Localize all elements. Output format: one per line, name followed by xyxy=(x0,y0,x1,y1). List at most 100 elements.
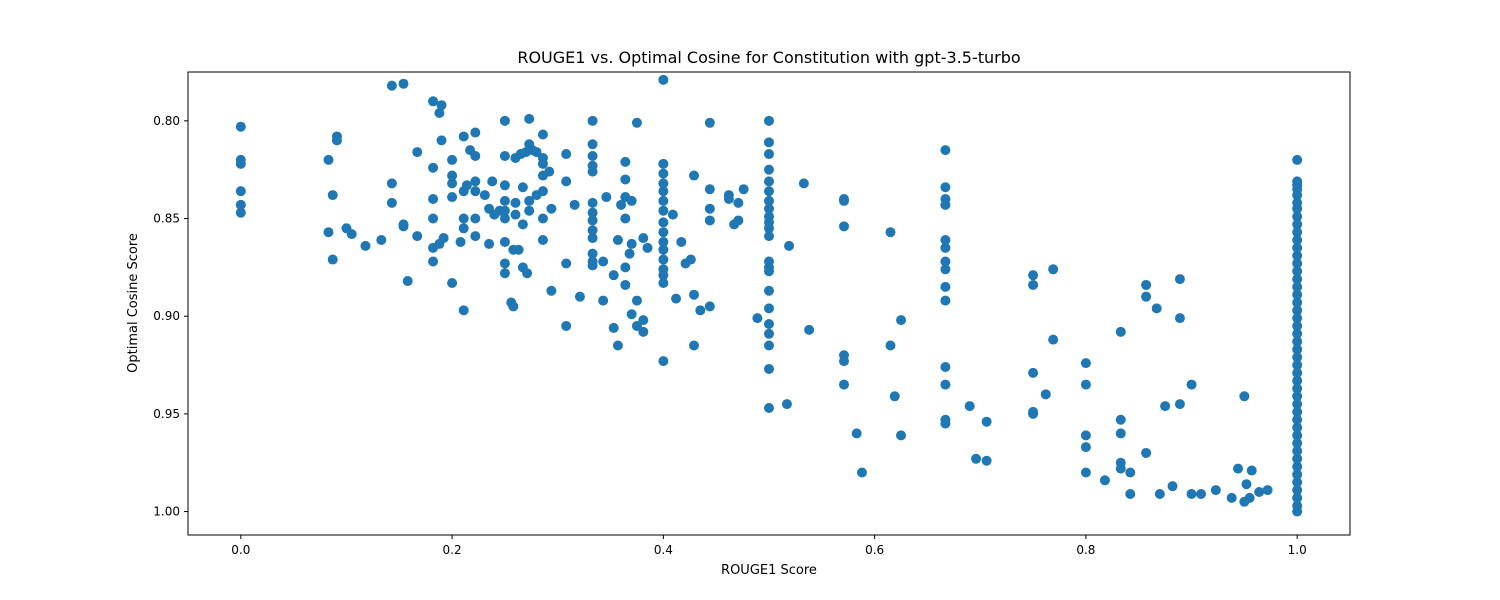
data-point xyxy=(658,356,669,367)
data-point xyxy=(764,328,774,339)
data-point xyxy=(470,127,481,138)
data-point xyxy=(574,291,585,302)
data-point xyxy=(1292,422,1303,433)
data-point xyxy=(839,195,850,206)
data-point xyxy=(658,195,669,206)
data-point xyxy=(1292,336,1303,347)
data-point xyxy=(608,322,619,333)
data-point xyxy=(940,199,951,210)
data-point xyxy=(1292,250,1303,261)
data-point xyxy=(428,256,439,267)
data-point xyxy=(1292,445,1303,456)
data-point xyxy=(626,238,637,249)
data-point xyxy=(764,303,774,314)
y-tick-label: 1.00 xyxy=(153,505,180,519)
data-point xyxy=(658,236,669,247)
data-point xyxy=(620,279,631,290)
data-point xyxy=(436,100,447,111)
data-point xyxy=(447,192,458,203)
data-point xyxy=(1115,463,1126,474)
data-point xyxy=(499,268,510,279)
data-point xyxy=(235,121,246,132)
data-point xyxy=(971,453,982,464)
data-point xyxy=(612,340,623,351)
data-point xyxy=(704,215,715,226)
data-point xyxy=(484,238,495,249)
data-point xyxy=(587,248,598,259)
data-point xyxy=(1210,485,1221,496)
data-point xyxy=(1292,399,1303,410)
data-point xyxy=(940,264,951,275)
data-point xyxy=(537,235,548,246)
data-point xyxy=(688,340,699,351)
data-point xyxy=(1292,375,1303,386)
data-point xyxy=(587,233,598,244)
data-point xyxy=(940,418,951,429)
data-point xyxy=(733,197,744,208)
data-point xyxy=(537,213,548,224)
data-point xyxy=(412,231,423,242)
data-point xyxy=(499,115,510,126)
data-point xyxy=(688,289,699,300)
data-point xyxy=(461,180,472,191)
data-point xyxy=(331,135,342,146)
data-point xyxy=(626,309,637,320)
data-point xyxy=(723,193,734,204)
data-point xyxy=(626,195,637,206)
data-point xyxy=(587,115,598,126)
data-point xyxy=(1254,487,1265,498)
data-point xyxy=(1028,367,1039,378)
data-point xyxy=(235,186,246,197)
data-point xyxy=(598,256,609,267)
y-tick-label: 0.85 xyxy=(153,212,180,226)
data-point xyxy=(235,158,246,169)
data-point xyxy=(658,244,669,255)
data-point xyxy=(1292,367,1303,378)
data-point xyxy=(428,213,439,224)
data-point xyxy=(537,158,548,169)
data-point xyxy=(1125,488,1136,499)
data-point xyxy=(764,223,774,234)
data-point xyxy=(798,178,809,189)
data-point xyxy=(738,184,749,195)
data-point xyxy=(1186,379,1197,390)
x-tick-label: 1.0 xyxy=(1288,543,1307,557)
data-point xyxy=(1292,227,1303,238)
data-point xyxy=(470,186,481,197)
x-tick-label: 0.0 xyxy=(231,543,250,557)
data-point xyxy=(940,361,951,372)
data-points xyxy=(235,74,1303,517)
data-point xyxy=(1292,461,1303,472)
data-point xyxy=(587,260,598,271)
data-point xyxy=(1292,242,1303,253)
data-point xyxy=(620,262,631,273)
x-axis-ticks: 0.0 0.2 0.4 0.6 0.8 1.0 xyxy=(231,535,1307,557)
data-point xyxy=(428,162,439,173)
x-tick-label: 0.8 xyxy=(1076,543,1095,557)
data-point xyxy=(981,416,992,427)
data-point xyxy=(428,96,439,107)
data-point xyxy=(587,215,598,226)
data-point xyxy=(616,199,627,210)
data-point xyxy=(412,147,423,158)
data-point xyxy=(889,391,900,402)
data-point xyxy=(499,151,510,162)
x-axis-label: ROUGE1 Score xyxy=(721,563,817,578)
data-point xyxy=(764,231,774,242)
data-point xyxy=(1196,488,1207,499)
data-point xyxy=(940,242,951,253)
data-point xyxy=(323,154,334,165)
data-point xyxy=(1115,414,1126,425)
data-point xyxy=(1292,274,1303,285)
data-point xyxy=(1080,467,1091,478)
data-point xyxy=(1239,391,1250,402)
data-point xyxy=(428,193,439,204)
data-point xyxy=(587,197,598,208)
data-point xyxy=(1141,279,1152,290)
data-point xyxy=(499,180,510,191)
data-point xyxy=(784,240,795,251)
data-point xyxy=(513,244,524,255)
data-point xyxy=(522,268,533,279)
data-point xyxy=(704,301,715,312)
data-point xyxy=(940,182,951,193)
